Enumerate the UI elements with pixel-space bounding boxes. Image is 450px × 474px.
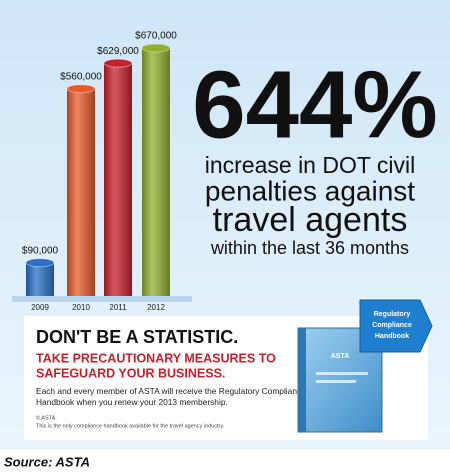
bar-chart: $90,000 2009 $560,000 2010 $629,000 2011 $670,… xyxy=(22,31,177,312)
ribbon: Regulatory Compliance Handbook xyxy=(359,299,433,353)
banner-title: DON'T BE A STATISTIC. xyxy=(36,327,238,347)
floor xyxy=(12,296,192,302)
headline-line: within the last 36 months xyxy=(210,238,409,258)
headline-number: 644% xyxy=(192,51,438,158)
x-tick-label: 2012 xyxy=(147,303,165,312)
bar-cap xyxy=(25,258,55,268)
ribbon-text: Handbook xyxy=(375,333,409,340)
banner-body: Each and every member of ASTA will recei… xyxy=(36,386,306,396)
book-spine xyxy=(298,328,306,432)
ribbon-text: Regulatory xyxy=(374,311,411,318)
headline-line: increase in DOT civil xyxy=(205,152,415,178)
ribbon-text: Compliance xyxy=(372,322,412,329)
bar-cap xyxy=(141,43,171,53)
ribbon-shape xyxy=(359,299,433,353)
bar-shading xyxy=(104,63,132,297)
value-label: $560,000 xyxy=(60,71,102,82)
book-decoration xyxy=(316,380,356,383)
banner-body: Handbook when you renew your 2013 member… xyxy=(36,397,228,407)
bar-shading xyxy=(67,88,95,296)
value-label: $90,000 xyxy=(22,245,59,256)
headline-line: penalties against xyxy=(205,175,415,206)
banner-copyright: © ASTA. xyxy=(36,414,57,421)
value-label: $629,000 xyxy=(97,46,139,57)
headline-line: travel agents xyxy=(213,201,408,239)
bar-cap xyxy=(66,84,96,94)
x-tick-label: 2010 xyxy=(72,303,90,312)
bar-cap xyxy=(103,58,133,68)
bar-shading xyxy=(26,262,54,296)
banner-subtitle: SAFEGUARD YOUR BUSINESS. xyxy=(36,366,225,380)
book-brand: ASTA xyxy=(331,353,350,360)
value-label: $670,000 xyxy=(135,31,177,42)
banner-subtitle: TAKE PRECAUTIONARY MEASURES TO xyxy=(36,351,276,365)
x-tick-label: 2011 xyxy=(109,303,127,312)
book-decoration xyxy=(316,372,368,375)
banner-note: This is the only compliance handbook ava… xyxy=(36,423,225,429)
source: Source: ASTA xyxy=(4,454,90,469)
x-tick-label: 2009 xyxy=(31,303,49,312)
bar-shading xyxy=(142,48,170,296)
